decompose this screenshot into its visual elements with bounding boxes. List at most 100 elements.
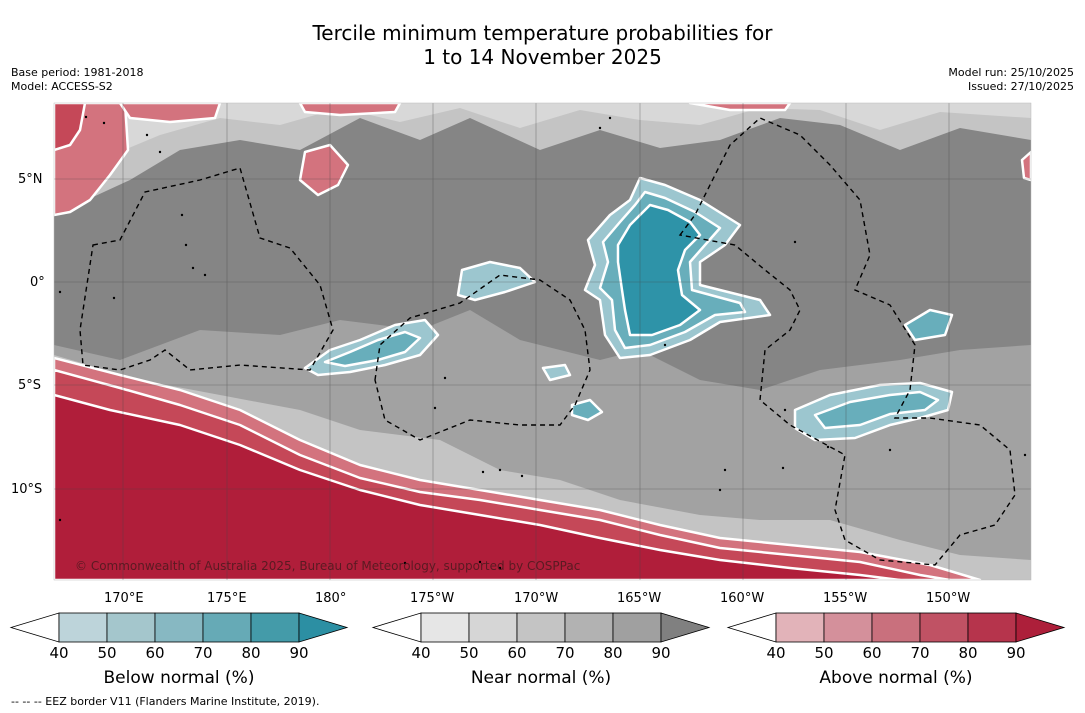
eez-borders	[79, 117, 1016, 566]
colorbar-below-normal: 40 50 60 70 80 90	[9, 612, 349, 662]
colorbar-segment	[823, 612, 873, 643]
island-dot	[723, 468, 727, 472]
above-normal-northwest-core	[54, 103, 87, 152]
base-period: Base period: 1981-2018	[11, 66, 144, 79]
colorbar-tick-label: 60	[145, 644, 164, 662]
lon-label-160w: 160°W	[720, 591, 764, 606]
chart-title: Tercile minimum temperature probabilitie…	[0, 21, 1085, 69]
island-dot	[718, 488, 722, 492]
colorbar-tick-label: 50	[814, 644, 833, 662]
map-field: © Commonwealth of Australia 2025, Bureau…	[54, 103, 1031, 580]
colorbar-above-normal: 40 50 60 70 80 90	[726, 612, 1066, 662]
colorbar-tick-label: 90	[289, 644, 308, 662]
colorbar-tick-label: 80	[241, 644, 260, 662]
island-dot	[498, 566, 502, 570]
colorbar-left-extension	[9, 612, 60, 643]
colorbar-tick-label: 40	[411, 644, 430, 662]
title-line-2: 1 to 14 November 2025	[423, 45, 662, 69]
below-normal-equator	[456, 260, 537, 302]
meta-right: Model run: 25/10/2025 Issued: 27/10/2025	[948, 66, 1074, 94]
island-dot	[1023, 453, 1027, 457]
colorbar-title-near: Near normal (%)	[470, 668, 612, 688]
colorbar-left-extension	[371, 612, 422, 643]
colorbar-tick-label: 60	[862, 644, 881, 662]
above-normal-southwest-core	[54, 393, 902, 580]
issued-date: Issued: 27/10/2025	[967, 80, 1074, 93]
lon-label-150w: 150°W	[926, 591, 970, 606]
island-dot	[598, 126, 602, 130]
eez-line-islands	[678, 117, 1016, 566]
above-normal-northeast	[1020, 150, 1031, 182]
below-normal-small-2	[541, 363, 572, 382]
island-dot	[84, 115, 88, 119]
title-line-1: Tercile minimum temperature probabilitie…	[312, 21, 773, 45]
colorbar-tick-label: 90	[1006, 644, 1025, 662]
island-dot	[184, 243, 188, 247]
island-dot	[191, 266, 195, 270]
colorbar-right-extension	[298, 612, 349, 643]
colorbar-tick-label: 70	[555, 644, 574, 662]
colorbar-tick-label: 40	[766, 644, 785, 662]
colorbar-title-above: Above normal (%)	[819, 668, 973, 688]
below-normal-small-1	[570, 398, 604, 422]
island-dot	[433, 406, 437, 410]
island-dot	[112, 296, 116, 300]
island-dot	[443, 376, 447, 380]
colorbar-segment	[516, 612, 566, 643]
lon-label-155w: 155°W	[823, 591, 867, 606]
colorbar-tick-label: 90	[651, 644, 670, 662]
island-dot	[481, 470, 485, 474]
eez-tuvalu-phoenix	[374, 274, 591, 441]
colorbar-tick-label: 80	[958, 644, 977, 662]
island-dot	[180, 213, 184, 217]
model-name: Model: ACCESS-S2	[11, 80, 113, 93]
island-dot	[478, 560, 482, 564]
colorbar-segment	[250, 612, 300, 643]
near-normal-light-north	[54, 103, 1031, 215]
island-dot	[203, 273, 207, 277]
lon-label-175e: 175°E	[207, 591, 247, 606]
eez-footnote: -- -- -- EEZ border V11 (Flanders Marine…	[11, 695, 320, 708]
colorbar-near-normal: 40 50 60 70 80 90	[371, 612, 711, 662]
colorbar-tick-label: 80	[603, 644, 622, 662]
above-normal-patch-4	[688, 103, 792, 112]
island-dot	[888, 448, 892, 452]
lat-label-5n: 5°N	[18, 172, 43, 187]
island-dot	[520, 474, 524, 478]
colorbar-tick-label: 40	[49, 644, 68, 662]
colorbar-right-extension	[1015, 612, 1066, 643]
colorbar-tick-label: 50	[97, 644, 116, 662]
above-normal-patch-2	[118, 103, 222, 124]
colorbar-tick-label: 70	[910, 644, 929, 662]
lat-label-5s: 5°S	[18, 378, 41, 393]
island-dot	[58, 290, 62, 294]
below-normal-west-core	[323, 330, 422, 368]
colorbar-segment	[564, 612, 614, 643]
above-normal-patch-3	[298, 103, 402, 117]
lat-label-10s: 10°S	[11, 482, 42, 497]
colorbar-segment	[919, 612, 969, 643]
colorbar-segment	[106, 612, 156, 643]
lon-label-170e: 170°E	[104, 591, 144, 606]
island-dot	[663, 343, 667, 347]
colorbar-tick-label: 50	[459, 644, 478, 662]
island-dot	[158, 150, 162, 154]
island-dot	[145, 133, 149, 137]
lon-label-170w: 170°W	[514, 591, 558, 606]
map-frame	[53, 102, 1032, 581]
colorbar-segment	[612, 612, 662, 643]
colorbar-segment	[468, 612, 518, 643]
island-dot	[781, 466, 785, 470]
island-dot	[58, 518, 62, 522]
colorbar-tick-label: 70	[193, 644, 212, 662]
lat-label-0: 0°	[30, 275, 45, 290]
island-dot	[498, 468, 502, 472]
below-normal-central-core	[616, 203, 702, 337]
lon-label-175w: 175°W	[410, 591, 454, 606]
colorbar-segment	[967, 612, 1017, 643]
meta-left: Base period: 1981-2018 Model: ACCESS-S2	[11, 66, 143, 94]
copyright-text: © Commonwealth of Australia 2025, Bureau…	[75, 559, 580, 573]
colorbar-right-extension	[660, 612, 711, 643]
eez-kiribati-gilbert	[79, 167, 334, 371]
colorbar-segment	[871, 612, 921, 643]
